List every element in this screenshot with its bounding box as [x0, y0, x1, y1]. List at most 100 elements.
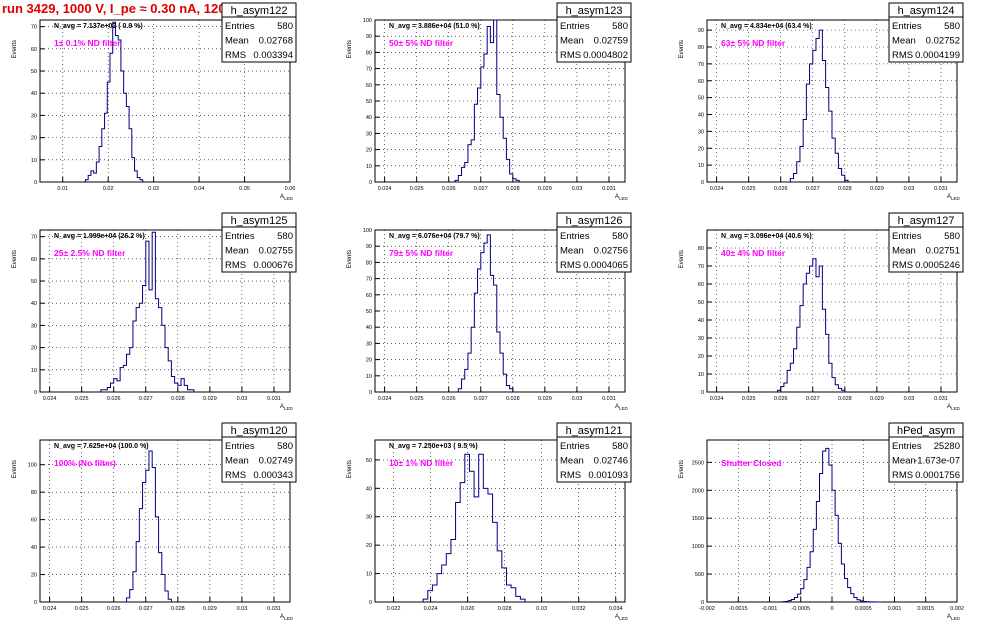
y-tick-label: 80 [698, 45, 704, 51]
x-tick-label: 0.024 [710, 186, 724, 192]
stats-value: 0.0004802 [583, 50, 628, 61]
y-tick-label: 0 [701, 180, 704, 186]
y-tick-label: 30 [31, 113, 37, 119]
histogram-series [781, 447, 883, 603]
x-tick-label: 0.03 [148, 186, 159, 192]
y-tick-label: 80 [31, 490, 37, 496]
y-tick-label: 40 [698, 113, 704, 119]
y-tick-label: 40 [31, 91, 37, 97]
y-tick-label: 30 [698, 129, 704, 135]
histogram-name: h_asym126 [566, 215, 623, 227]
y-tick-label: 30 [31, 323, 37, 329]
stats-value: 0.0005246 [915, 260, 960, 271]
x-tick-label: 0.028 [498, 606, 512, 612]
y-tick-label: 10 [698, 372, 704, 378]
x-tick-label: 0.032 [572, 606, 586, 612]
stats-label: RMS [560, 260, 581, 271]
y-tick-label: 40 [31, 301, 37, 307]
stats-value: 0.02749 [259, 456, 293, 467]
x-tick-label: 0.031 [267, 396, 281, 402]
y-tick-label: 20 [31, 573, 37, 579]
stats-label: RMS [560, 50, 581, 61]
x-tick-label: 0.028 [506, 186, 520, 192]
x-tick-label: 0.026 [774, 396, 788, 402]
y-tick-label: 20 [366, 358, 372, 364]
x-tick-label: 0.028 [838, 396, 852, 402]
histogram-name: h_asym122 [231, 5, 288, 17]
y-tick-label: 50 [366, 309, 372, 315]
y-tick-label: 10 [366, 572, 372, 578]
x-tick-label: 0.029 [538, 396, 552, 402]
stats-box [221, 2, 297, 63]
stats-value: 580 [944, 231, 960, 242]
stats-label: RMS [225, 260, 246, 271]
x-axis-title: ALED [947, 404, 961, 411]
stats-label: RMS [892, 260, 913, 271]
y-tick-label: 0 [701, 600, 704, 606]
x-tick-label: 0.031 [267, 606, 281, 612]
y-tick-label: 70 [31, 25, 37, 31]
x-axis-title: ALED [615, 194, 629, 201]
x-tick-label: 0.027 [139, 606, 153, 612]
filter-annotation: 100% (No filter) [54, 458, 116, 468]
histogram-panel-h_asym121: 0.022 0.024 0.026 0.028 0.03 0.032 0.034 0 10 20 3… [347, 422, 632, 621]
y-tick-label: 50 [366, 99, 372, 105]
histogram-panel-h_asym122: 0.01 0.02 0.03 0.04 0.05 0.06 0 10 20 30 40 50 60 70 A… [12, 2, 297, 201]
y-tick-label: 30 [366, 515, 372, 521]
y-tick-label: 0 [369, 390, 372, 396]
y-tick-label: 50 [31, 279, 37, 285]
stats-label: RMS [225, 470, 246, 481]
histogram-name: hPed_asym [897, 425, 955, 437]
stats-label: Mean [892, 246, 916, 257]
stats-label: RMS [560, 470, 581, 481]
x-tick-label: 0.029 [203, 396, 217, 402]
y-tick-label: 50 [366, 458, 372, 464]
filter-annotation: 10± 1% ND filter [389, 458, 454, 468]
y-tick-label: 10 [366, 164, 372, 170]
y-tick-label: 80 [698, 246, 704, 252]
y-tick-label: 50 [698, 300, 704, 306]
x-tick-label: 0.028 [838, 186, 852, 192]
x-tick-label: 0.024 [43, 606, 57, 612]
x-tick-label: 0.028 [171, 606, 185, 612]
stats-value: 580 [612, 441, 628, 452]
avg-label: N_avg = 7.625e+04 (100.0 %) [54, 443, 149, 450]
x-tick-label: -0.002 [699, 606, 715, 612]
stats-box [888, 422, 964, 483]
stats-label: Mean [560, 246, 584, 257]
stats-value: 0.0004199 [915, 50, 960, 61]
filter-annotation: 25± 2.5% ND filter [54, 248, 126, 258]
stats-label: Mean [892, 36, 916, 47]
stats-value: 0.02746 [594, 456, 628, 467]
stats-box [556, 212, 632, 273]
x-tick-label: 0.002 [950, 606, 964, 612]
x-tick-label: 0.025 [742, 396, 756, 402]
histogram-name: h_asym120 [231, 425, 288, 437]
stats-box [221, 422, 297, 483]
avg-label: N_avg = 4.834e+04 (63.4 %) [721, 23, 812, 30]
y-tick-label: 30 [698, 336, 704, 342]
x-axis-title: ALED [280, 614, 294, 621]
histogram-name: h_asym123 [566, 5, 623, 17]
x-tick-label: 0.02 [103, 186, 114, 192]
x-tick-label: 0.024 [424, 606, 438, 612]
x-tick-label: 0.06 [285, 186, 296, 192]
stats-value: 580 [277, 21, 293, 32]
stats-value: 0.001093 [588, 470, 628, 481]
x-tick-label: 0.028 [506, 396, 520, 402]
y-tick-label: 90 [366, 34, 372, 40]
x-tick-label: 0.03 [237, 606, 248, 612]
stats-box [888, 2, 964, 63]
x-tick-label: 0.031 [602, 186, 616, 192]
stats-value: 0.003394 [253, 50, 293, 61]
y-tick-label: 0 [34, 180, 37, 186]
stats-label: Entries [892, 21, 922, 32]
histogram-name: h_asym121 [566, 425, 623, 437]
stats-value: 0.02759 [594, 36, 628, 47]
y-axis-title: Events [12, 40, 18, 58]
x-tick-label: 0.0005 [855, 606, 872, 612]
y-axis-title: Events [679, 460, 685, 478]
x-tick-label: 0.001 [888, 606, 902, 612]
y-tick-label: 80 [366, 50, 372, 56]
